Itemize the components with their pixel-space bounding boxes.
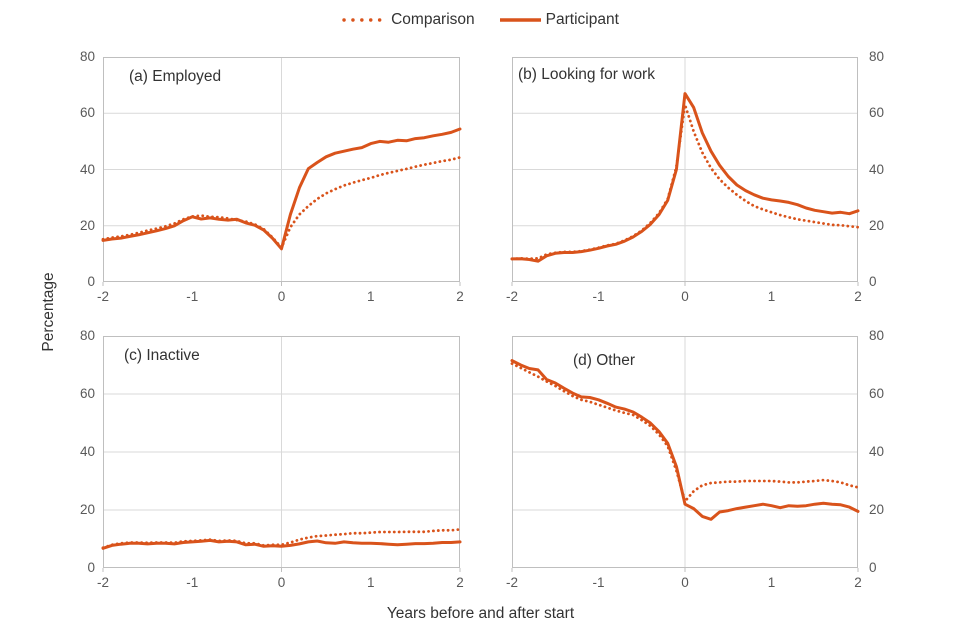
x-tick-label: 2 [456,289,464,304]
x-tick-label: 0 [277,575,286,590]
panel-other: (d) Other 0 20 40 60 80 -2 -1 0 1 2 [506,328,884,590]
x-tick-label: 0 [277,289,286,304]
y-tick-label: 60 [79,386,95,401]
y-tick-label: 20 [79,217,95,233]
x-tick-label: -1 [592,575,605,590]
x-tick-label: -2 [505,575,518,590]
y-axis-title: Percentage [40,272,57,352]
legend-item-comparison: Comparison [341,11,475,29]
legend-label-comparison: Comparison [391,11,475,28]
series-participant-line [101,127,462,251]
x-axis-title: Years before and after start [386,605,575,622]
y-tick-label: 40 [869,444,885,459]
y-tick-label: 40 [79,444,95,459]
chart-legend: Comparison Participant [0,11,960,29]
y-tick-label: 60 [869,386,885,401]
x-tick-label: -1 [186,289,199,304]
y-tick-label: 0 [87,560,95,575]
y-tick-label: 80 [869,49,885,64]
panel-looking-for-work: (b) Looking for work 0 20 40 60 80 -2 -1 0 1 2 [506,49,884,304]
panel-employed-plot [101,57,462,286]
x-tick-label: 2 [854,289,862,304]
y-tick-label: 60 [79,105,95,121]
legend-dotted-line-icon [342,18,386,22]
panel-inactive-title: (c) Inactive [124,347,200,364]
x-tick-label: 1 [366,575,375,590]
y-tick-label: 0 [869,560,877,575]
series-participant-line [101,538,462,550]
y-tick-label: 0 [87,274,95,289]
x-tick-label: 1 [366,289,375,304]
panel-employed-title: (a) Employed [129,68,222,85]
panel-employed: (a) Employed 0 20 40 60 80 -2 -1 0 1 2 [80,49,464,304]
series-participant-line [510,92,860,263]
x-tick-label: -1 [592,289,605,304]
y-tick-label: 40 [869,161,885,177]
y-tick-label: 80 [869,328,885,343]
y-tick-label: 40 [79,161,95,177]
x-tick-label: -2 [505,289,518,304]
panel-looking-for-work-title: (b) Looking for work [518,66,655,83]
x-tick-label: -1 [186,575,199,590]
x-tick-label: 2 [854,575,862,590]
panel-inactive-plot [101,336,462,572]
panel-inactive: (c) Inactive 0 20 40 60 80 -2 -1 0 1 2 [80,328,464,590]
x-tick-label: 0 [681,289,689,304]
series-participant-line [510,359,860,521]
x-tick-label: 2 [456,575,464,590]
panel-looking-for-work-plot [510,57,860,286]
y-tick-label: 80 [79,49,95,64]
x-tick-label: 1 [767,289,776,304]
y-tick-label: 60 [869,105,885,121]
y-tick-label: 80 [79,328,95,343]
legend-label-participant: Participant [545,11,619,28]
panel-other-title: (d) Other [573,352,636,369]
y-tick-label: 0 [869,274,877,289]
x-tick-label: -2 [96,289,109,304]
legend-item-participant: Participant [499,11,619,29]
x-tick-label: 1 [767,575,776,590]
panel-other-plot [510,336,860,572]
y-tick-label: 20 [869,217,885,233]
y-tick-label: 20 [79,502,95,517]
x-tick-label: 0 [681,575,689,590]
x-tick-label: -2 [96,575,109,590]
legend-solid-line-icon [499,18,541,22]
y-tick-label: 20 [869,502,885,517]
